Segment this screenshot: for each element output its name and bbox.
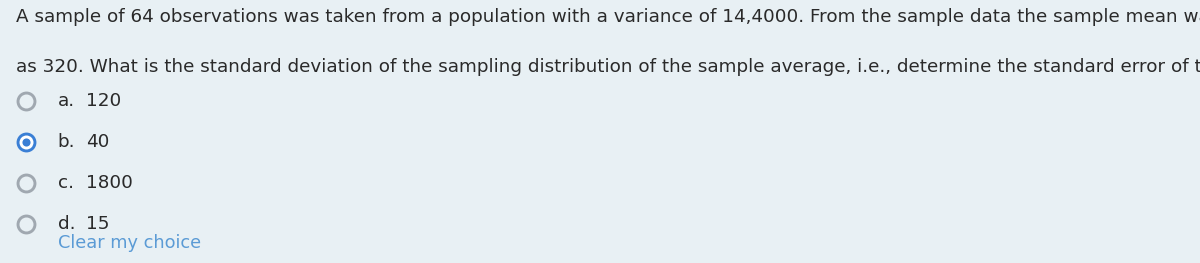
Point — [17, 181, 36, 185]
Point — [17, 181, 36, 185]
Text: Clear my choice: Clear my choice — [58, 235, 200, 252]
Point — [17, 140, 36, 144]
Point — [17, 221, 36, 226]
Text: a.: a. — [58, 92, 74, 110]
Text: b.: b. — [58, 133, 76, 151]
Point — [17, 140, 36, 144]
Text: 120: 120 — [86, 92, 121, 110]
Text: 1800: 1800 — [86, 174, 133, 192]
Point — [17, 221, 36, 226]
Text: d.: d. — [58, 215, 76, 232]
Point — [17, 140, 36, 144]
Text: as 320. What is the standard deviation of the sampling distribution of the sampl: as 320. What is the standard deviation o… — [16, 58, 1200, 76]
Text: A sample of 64 observations was taken from a population with a variance of 14,40: A sample of 64 observations was taken fr… — [16, 8, 1200, 26]
Text: c.: c. — [58, 174, 73, 192]
Point — [17, 99, 36, 103]
Point — [17, 99, 36, 103]
Text: 15: 15 — [86, 215, 110, 232]
Text: 40: 40 — [86, 133, 109, 151]
